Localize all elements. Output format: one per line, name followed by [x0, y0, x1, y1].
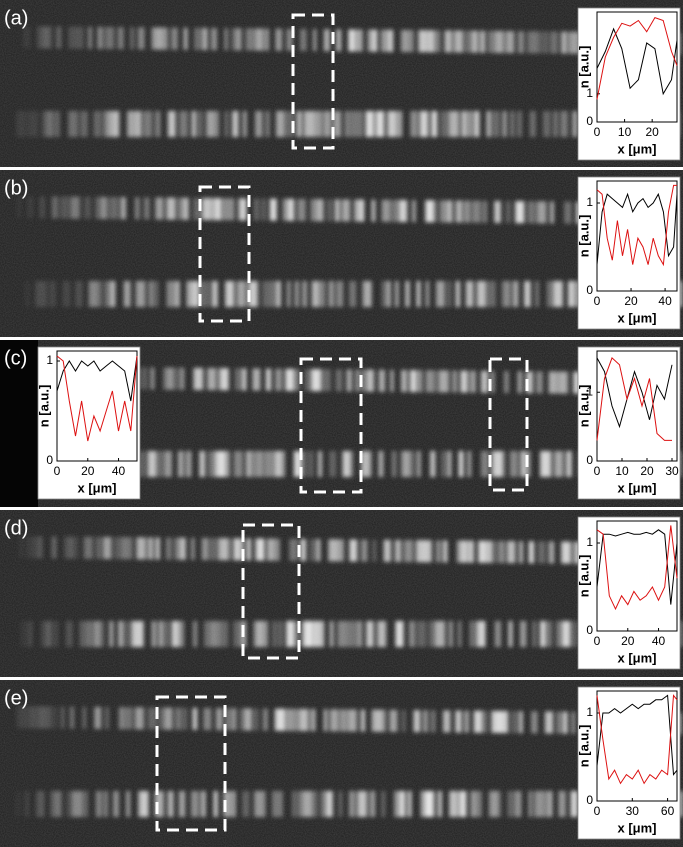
profile-line: [596, 525, 678, 611]
plot-frame: [596, 690, 678, 802]
x-tick-label: 40: [658, 294, 672, 308]
x-tick-label: 10: [615, 464, 629, 478]
noise: [0, 510, 683, 677]
y-tick-label: 0: [586, 793, 593, 807]
inset-background: [37, 346, 141, 500]
x-tick-label: 20: [640, 464, 654, 478]
inset-plot: 0 10 20 0 1 x [μm] n [a.u.]: [576, 7, 681, 161]
inset-plot: 0 30 60 0 1 x [μm] n [a.u.]: [576, 686, 681, 840]
panel-image: [0, 510, 683, 677]
y-tick-label: 1: [586, 535, 593, 549]
dashed-box: [241, 523, 301, 660]
x-tick-label: 40: [112, 464, 126, 478]
x-axis-label: x [μm]: [617, 650, 656, 665]
profile-line: [596, 192, 678, 265]
y-tick-label: 0: [586, 623, 593, 637]
dashed-box: [198, 185, 251, 323]
profile-line: [596, 16, 678, 100]
y-tick-label: 0: [46, 453, 53, 467]
profile-line: [56, 355, 138, 402]
inset-plot: 0 20 40 0 1 x [μm] n [a.u.]: [576, 176, 681, 330]
x-tick-label: 10: [618, 125, 632, 139]
y-axis-label: n [a.u.]: [576, 46, 591, 89]
y-tick-label: 0: [586, 453, 593, 467]
dark-margin: [0, 340, 38, 507]
inset-background: [577, 176, 681, 330]
y-axis-label: n [a.u.]: [576, 725, 591, 768]
plot-frame: [596, 350, 678, 462]
x-axis-label: x [μm]: [77, 480, 116, 495]
x-tick-label: 0: [594, 804, 601, 818]
plot-frame: [56, 350, 138, 462]
dashed-box: [488, 357, 529, 492]
x-tick-label: 40: [652, 634, 666, 648]
x-tick-label: 20: [81, 464, 95, 478]
x-tick-label: 60: [661, 804, 675, 818]
inset-background: [577, 686, 681, 840]
y-tick-label: 1: [586, 705, 593, 719]
profile-line: [596, 357, 672, 441]
inset-plot: 0 20 40 0 1 x [μm] n [a.u.]: [36, 346, 141, 500]
y-axis-label: n [a.u.]: [576, 385, 591, 428]
x-tick-label: 0: [594, 294, 601, 308]
x-tick-label: 0: [594, 634, 601, 648]
panel-label: (e): [4, 687, 28, 709]
y-axis-label: n [a.u.]: [36, 385, 51, 428]
noise: [0, 170, 683, 337]
x-tick-label: 30: [665, 464, 679, 478]
x-axis-label: x [μm]: [617, 141, 656, 156]
x-tick-label: 20: [624, 294, 638, 308]
x-tick-label: 20: [645, 125, 659, 139]
profile-line: [596, 184, 677, 267]
y-axis-label: n [a.u.]: [576, 215, 591, 258]
noise: [0, 0, 683, 167]
panel-label: (c): [4, 347, 27, 369]
x-axis-label: x [μm]: [617, 480, 656, 495]
profile-line: [596, 694, 678, 785]
panel-image: [0, 680, 683, 847]
inset-background: [577, 516, 681, 670]
panel-image: [0, 340, 683, 507]
y-axis-label: n [a.u.]: [576, 555, 591, 598]
panel-label: (b): [4, 177, 28, 199]
noise: [0, 680, 683, 847]
inset-background: [577, 346, 681, 500]
panel-label: (a): [4, 7, 28, 29]
plot-frame: [596, 11, 678, 123]
plot-frame: [596, 180, 678, 292]
inset-plot: 0 10 20 30 0 1 x [μm] n [a.u.]: [576, 346, 681, 500]
x-tick-label: 0: [594, 125, 601, 139]
x-axis-label: x [μm]: [617, 310, 656, 325]
x-axis-label: x [μm]: [617, 820, 656, 835]
profile-line: [56, 355, 138, 442]
profile-line: [596, 357, 673, 429]
y-tick-label: 1: [586, 384, 593, 398]
panel-image: [0, 170, 683, 337]
y-tick-label: 0: [586, 283, 593, 297]
y-tick-label: 1: [586, 86, 593, 100]
profile-line: [596, 529, 678, 605]
x-tick-label: 0: [594, 464, 601, 478]
dashed-box: [291, 13, 335, 150]
panel-label: (d): [4, 517, 28, 539]
profile-line: [596, 694, 678, 776]
inset-plot: 0 20 40 0 1 x [μm] n [a.u.]: [576, 516, 681, 670]
y-tick-label: 1: [46, 353, 53, 367]
x-tick-label: 20: [621, 634, 635, 648]
profile-line: [596, 27, 678, 96]
y-tick-label: 0: [586, 114, 593, 128]
y-tick-label: 1: [586, 195, 593, 209]
dashed-box: [155, 695, 227, 832]
dashed-box: [299, 357, 363, 494]
x-tick-label: 0: [54, 464, 61, 478]
x-tick-label: 30: [626, 804, 640, 818]
